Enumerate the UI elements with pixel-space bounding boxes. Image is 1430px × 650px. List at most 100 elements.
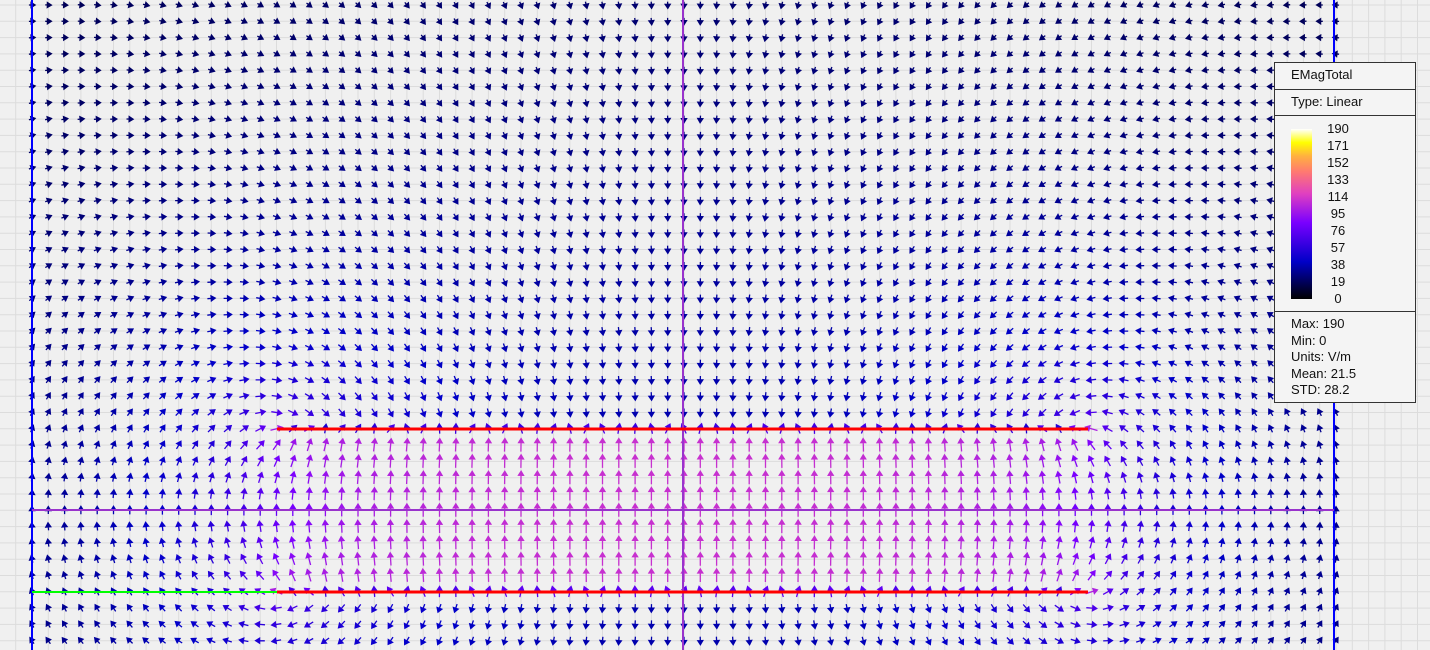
field-vector	[925, 1, 933, 9]
field-vector	[1102, 604, 1114, 612]
field-vector	[990, 392, 997, 401]
color-legend[interactable]: EMagTotal Type: Linear 190 171 152 133 114 95…	[1274, 62, 1416, 403]
field-vector	[222, 621, 233, 628]
field-vector	[582, 278, 590, 288]
field-vector	[1104, 553, 1112, 565]
field-vector	[1283, 620, 1290, 628]
field-vector	[1070, 604, 1082, 612]
field-vector	[549, 518, 558, 534]
field-vector	[941, 181, 949, 189]
field-vector	[1087, 455, 1095, 467]
field-vector	[859, 343, 868, 353]
field-vector	[778, 34, 786, 43]
field-vector	[1022, 568, 1031, 582]
field-vector	[435, 375, 443, 385]
field-vector	[468, 245, 475, 254]
field-vector	[1135, 343, 1145, 351]
field-vector	[77, 17, 86, 25]
field-vector	[419, 518, 427, 534]
field-vector	[909, 229, 916, 238]
field-vector	[745, 245, 753, 255]
field-vector	[500, 1, 508, 10]
field-vector	[1072, 568, 1080, 582]
field-vector	[208, 440, 215, 450]
field-vector	[387, 99, 394, 107]
field-vector	[631, 148, 639, 157]
field-vector	[1151, 311, 1161, 319]
field-vector	[957, 164, 965, 172]
field-vector	[745, 99, 753, 108]
field-vector	[158, 147, 168, 156]
field-vector	[1184, 278, 1194, 286]
field-vector	[403, 34, 410, 42]
field-vector	[1200, 131, 1210, 140]
field-vector	[158, 295, 168, 303]
field-vector	[1153, 440, 1160, 450]
field-vector	[354, 197, 362, 204]
field-vector	[468, 518, 476, 534]
field-vector	[387, 132, 394, 139]
field-vector	[1184, 82, 1193, 90]
field-vector	[500, 310, 508, 320]
field-vector	[990, 535, 998, 550]
field-vector	[305, 229, 314, 237]
field-vector	[1037, 327, 1047, 334]
field-vector	[843, 469, 851, 485]
field-vector	[224, 487, 232, 500]
field-vector	[93, 279, 102, 286]
field-vector	[1038, 278, 1047, 286]
field-vector	[371, 164, 378, 172]
field-vector	[484, 148, 492, 156]
field-vector	[1201, 33, 1209, 41]
field-vector	[794, 359, 802, 369]
field-vector	[239, 392, 250, 400]
field-vector	[289, 454, 297, 468]
field-vector	[958, 34, 965, 42]
field-vector	[729, 1, 737, 10]
field-vector	[158, 196, 168, 205]
field-vector	[1201, 82, 1209, 90]
field-vector	[1054, 637, 1065, 644]
field-vector	[860, 83, 868, 91]
colorbar-tick: 190	[1327, 121, 1349, 136]
field-vector	[142, 311, 151, 319]
field-vector	[272, 519, 281, 533]
field-vector	[1218, 521, 1226, 531]
field-vector	[876, 567, 884, 582]
field-vector	[892, 408, 900, 418]
field-vector	[778, 50, 786, 59]
field-vector	[565, 17, 574, 26]
field-vector	[811, 34, 819, 42]
field-vector	[403, 392, 411, 402]
field-vector	[876, 310, 884, 320]
field-vector	[338, 437, 346, 452]
field-vector	[174, 278, 184, 286]
field-vector	[1152, 115, 1161, 123]
field-vector	[44, 392, 51, 400]
field-vector	[1251, 456, 1259, 466]
field-vector	[924, 567, 933, 582]
field-vector	[1153, 472, 1161, 483]
field-vector	[1169, 440, 1177, 450]
field-vector	[1087, 439, 1096, 451]
field-vector	[925, 246, 932, 254]
field-vector	[337, 568, 346, 582]
field-vector	[239, 327, 250, 335]
field-vector	[321, 604, 330, 613]
field-vector	[631, 392, 639, 402]
field-vector	[45, 17, 53, 25]
field-vector	[1266, 148, 1275, 156]
field-vector	[1103, 33, 1111, 41]
field-vector	[419, 470, 427, 485]
field-vector	[582, 82, 590, 92]
field-vector	[794, 278, 802, 287]
field-vector	[1249, 164, 1258, 172]
field-vector	[729, 392, 737, 402]
field-vector	[61, 83, 70, 91]
field-vector	[631, 375, 639, 386]
field-vector	[435, 1, 443, 9]
field-vector	[973, 262, 981, 270]
field-vector	[925, 83, 933, 91]
field-vector	[860, 197, 868, 206]
